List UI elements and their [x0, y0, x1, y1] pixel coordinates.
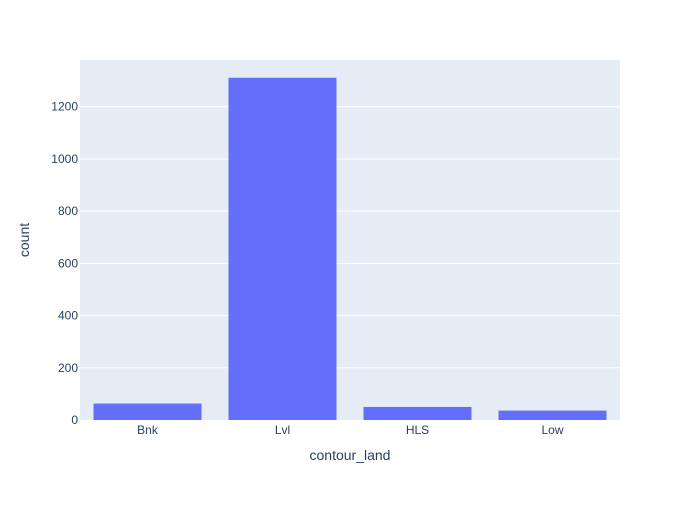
- x-axis-ticks: Bnk Lvl HLS Low: [137, 423, 564, 437]
- x-axis-title: contour_land: [310, 447, 391, 463]
- y-axis-ticks: 0 200 400 600 800 1000 1200: [51, 100, 78, 427]
- x-tick-label: Lvl: [275, 423, 290, 437]
- y-tick-label: 1000: [51, 152, 78, 166]
- y-tick-label: 0: [71, 413, 78, 427]
- y-axis-title: count: [16, 223, 32, 257]
- bar-lvl[interactable]: [228, 77, 337, 421]
- x-tick-label: Bnk: [137, 423, 159, 437]
- bars: [93, 77, 607, 421]
- y-tick-label: 200: [58, 361, 78, 375]
- x-tick-label: HLS: [406, 423, 429, 437]
- y-tick-label: 1200: [51, 100, 78, 114]
- y-tick-label: 600: [58, 256, 78, 270]
- bar-bnk[interactable]: [93, 403, 202, 420]
- bar-hls[interactable]: [363, 406, 472, 420]
- y-tick-label: 800: [58, 204, 78, 218]
- x-tick-label: Low: [541, 423, 563, 437]
- plot-area: [80, 60, 620, 420]
- bar-low[interactable]: [498, 410, 607, 420]
- y-tick-label: 400: [58, 309, 78, 323]
- gridlines: [80, 106, 620, 369]
